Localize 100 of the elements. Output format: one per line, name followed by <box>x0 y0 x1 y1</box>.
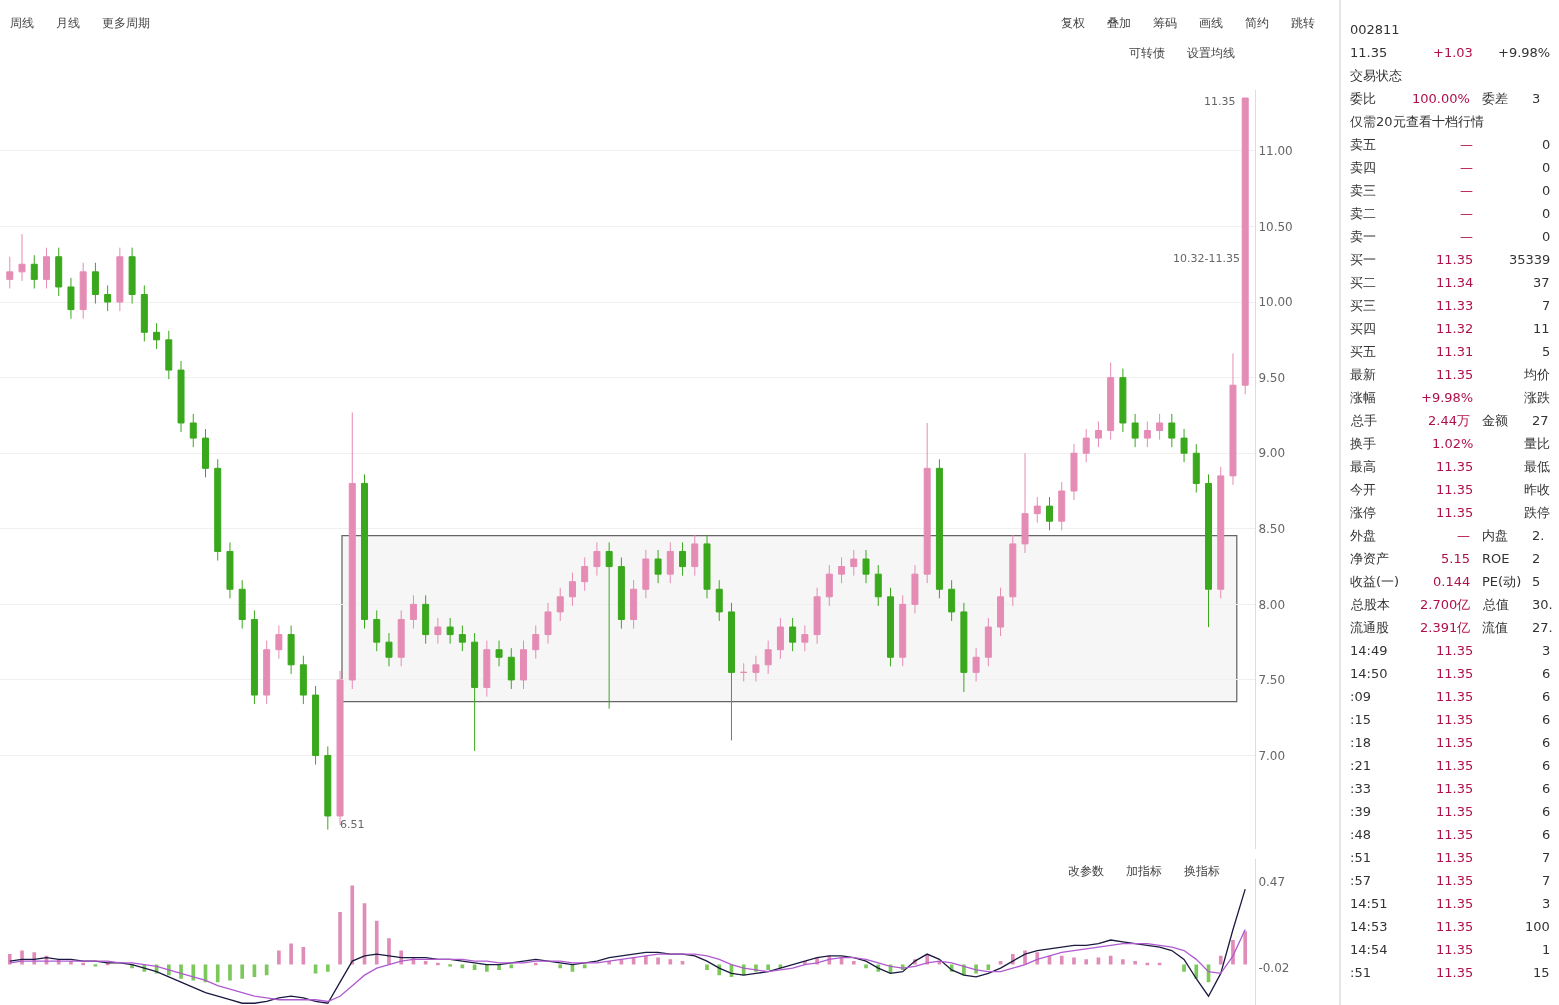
candlestick <box>838 557 846 584</box>
text: 叠加 <box>1107 16 1131 30</box>
bar <box>374 920 379 965</box>
text: :15 11.35 6 <box>1350 712 1551 727</box>
bar <box>998 961 1003 965</box>
text: 11.35 +1.03 +9.98% <box>1350 45 1551 60</box>
bar <box>509 964 514 969</box>
text: :21 11.35 6 <box>1350 758 1551 773</box>
text: 流通股 2.391亿 流值 27. <box>1350 620 1553 635</box>
candlestick <box>348 411 356 690</box>
bar <box>338 911 342 965</box>
bar <box>1218 955 1223 965</box>
y-tick-label: 9.50 <box>1258 370 1286 385</box>
candlestick <box>373 609 381 652</box>
bar <box>289 943 293 965</box>
text: 卖二 — 0 <box>1350 206 1551 221</box>
candlestick <box>740 662 748 682</box>
candlestick <box>874 564 882 607</box>
text: 委比 100.00% 委差 3 <box>1350 91 1541 106</box>
candlestick <box>446 617 454 645</box>
bar <box>497 964 501 970</box>
text: :48 11.35 6 <box>1350 827 1551 842</box>
candlestick <box>1033 496 1041 524</box>
candlestick <box>1156 413 1164 441</box>
candlestick <box>6 256 14 289</box>
candlestick <box>935 458 943 599</box>
bar <box>240 964 245 979</box>
candlestick <box>1058 481 1066 531</box>
candlestick <box>1094 420 1102 448</box>
candlestick <box>789 617 797 652</box>
bar <box>1072 957 1076 965</box>
candlestick <box>483 640 491 698</box>
text: 14:53 11.35 100 <box>1350 919 1550 934</box>
bar <box>1059 955 1064 965</box>
candlestick <box>263 640 271 705</box>
candlestick <box>703 534 711 599</box>
candlestick <box>128 247 136 305</box>
text: :39 11.35 6 <box>1350 804 1551 819</box>
y-tick-label: 0.47 <box>1258 875 1286 890</box>
candlestick <box>642 549 650 599</box>
bar <box>325 964 330 972</box>
candlestick <box>727 602 735 741</box>
candlestick <box>666 541 674 584</box>
candlestick <box>104 284 112 312</box>
text: 卖一 — 0 <box>1350 229 1551 244</box>
bar <box>680 961 685 965</box>
candlestick <box>226 541 234 599</box>
candlestick <box>299 655 307 705</box>
line-series <box>9 928 1246 1003</box>
text: 14:54 11.35 1 <box>1350 942 1551 957</box>
bar <box>558 964 563 969</box>
candlestick <box>911 564 919 614</box>
annotation: 换指标 <box>1184 864 1220 878</box>
candlestick <box>752 655 760 682</box>
y-tick-label: 8.00 <box>1258 597 1286 612</box>
text: 卖四 — 0 <box>1350 160 1551 175</box>
candlestick <box>1131 413 1139 448</box>
bar <box>1194 964 1199 979</box>
bar <box>1084 959 1089 965</box>
text: 最新 11.35 均价 <box>1350 367 1550 382</box>
bar <box>1182 964 1186 972</box>
candlestick <box>1217 466 1225 599</box>
text: :51 11.35 15 <box>1350 965 1550 980</box>
y-tick-label: 10.00 <box>1258 295 1293 310</box>
text: 最高 11.35 最低 <box>1350 459 1550 474</box>
text: 涨幅 +9.98% 涨跌 <box>1350 390 1550 405</box>
candlestick <box>556 587 564 622</box>
text: :51 11.35 7 <box>1350 850 1551 865</box>
candlestick <box>825 564 833 607</box>
candlestick <box>532 625 540 660</box>
candlestick <box>30 254 38 289</box>
candlestick <box>42 247 50 289</box>
candlestick <box>287 625 295 675</box>
candlestick <box>997 587 1005 637</box>
candlestick <box>972 647 980 682</box>
text: 设置均线 <box>1187 46 1235 60</box>
bar <box>423 961 428 965</box>
candlestick <box>801 625 809 652</box>
candlestick <box>960 602 968 693</box>
bar <box>350 885 355 965</box>
bar <box>448 964 452 967</box>
candlestick <box>886 587 894 667</box>
candlestick <box>813 587 821 645</box>
text: 画线 <box>1199 16 1223 30</box>
annotation: 10.32-11.35 <box>1173 252 1240 265</box>
candlestick <box>691 534 699 577</box>
text: :09 11.35 6 <box>1350 689 1551 704</box>
candlestick <box>617 557 625 630</box>
text: 买一 11.35 35339 <box>1350 252 1551 267</box>
candlestick <box>79 262 87 320</box>
bar <box>179 964 183 979</box>
text: :57 11.35 7 <box>1350 873 1551 888</box>
candlestick <box>238 579 246 630</box>
text: 002811 <box>1350 22 1400 37</box>
bar <box>277 950 281 965</box>
candlestick <box>202 428 209 478</box>
candlestick <box>250 609 258 705</box>
candlestick <box>1205 473 1213 628</box>
text: 14:49 11.35 3 <box>1350 643 1551 658</box>
text: 净资产 5.15 ROE 2 <box>1350 551 1541 566</box>
